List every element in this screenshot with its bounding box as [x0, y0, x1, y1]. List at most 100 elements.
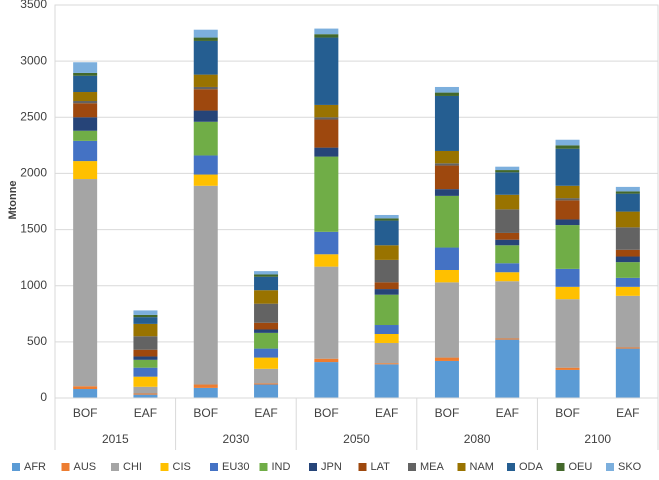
bar-segment	[73, 389, 98, 398]
legend-swatch	[309, 463, 317, 471]
bar-segment	[314, 254, 339, 267]
bar-segment	[254, 274, 279, 277]
bar-segment	[133, 394, 158, 398]
bar-segment	[254, 383, 279, 385]
bar-segment	[434, 165, 459, 190]
bar-segment	[73, 386, 98, 390]
group-label: 2030	[223, 432, 250, 446]
bar-segment	[374, 294, 399, 326]
bar-segment	[434, 189, 459, 196]
bar-segment	[555, 198, 580, 201]
bar-segment	[193, 74, 218, 87]
bar-segment	[314, 34, 339, 38]
bar-segment	[615, 262, 640, 278]
bar-segment	[434, 163, 459, 166]
bar-segment	[495, 209, 520, 233]
bar-segment	[434, 360, 459, 398]
group-label: 2100	[584, 432, 611, 446]
bar-segment	[314, 117, 339, 120]
bar-segment	[374, 218, 399, 221]
bar-segment	[495, 272, 520, 282]
bar-segment	[374, 342, 399, 364]
bar-segment	[615, 277, 640, 287]
bar-segment	[133, 310, 158, 315]
bar-segment	[254, 290, 279, 304]
bar-segment	[495, 170, 520, 173]
bar-segment	[314, 362, 339, 398]
legend-label: CIS	[173, 461, 191, 473]
bar-segment	[314, 119, 339, 148]
bar-segment	[133, 317, 158, 324]
legend-swatch	[358, 463, 367, 471]
bar-segment	[254, 348, 279, 358]
bar-segment	[193, 29, 218, 38]
group-label: 2080	[464, 432, 491, 446]
bar-segment	[374, 333, 399, 343]
legend-label: MEA	[420, 461, 445, 473]
bar-segment	[193, 110, 218, 122]
y-axis-label: Mtonne	[7, 180, 19, 219]
bar-segment	[374, 282, 399, 290]
y-tick-label: 3500	[20, 0, 47, 11]
bar-segment	[374, 245, 399, 260]
bar-segment	[495, 339, 520, 398]
bar-segment	[434, 269, 459, 283]
bar-segment	[133, 367, 158, 377]
bar-segment	[73, 75, 98, 93]
legend-swatch	[457, 463, 466, 471]
x-tick-label: EAF	[375, 406, 398, 420]
bar-segment	[374, 325, 399, 334]
bar-segment	[193, 384, 218, 388]
bar-segment	[193, 155, 218, 175]
bar-segment	[555, 286, 580, 300]
y-tick-label: 2500	[20, 109, 47, 123]
bar-segment	[73, 161, 98, 180]
bar-segment	[615, 347, 640, 349]
bar-segment	[495, 239, 520, 246]
legend-label: JPN	[321, 461, 342, 473]
bar-segment	[254, 357, 279, 369]
legend-label: OEU	[569, 461, 593, 473]
bar-segment	[133, 386, 158, 394]
bar-segment	[73, 179, 98, 387]
x-tick-label: BOF	[555, 406, 580, 420]
y-tick-label: 1000	[20, 278, 47, 292]
bar-segment	[73, 62, 98, 73]
bar-segment	[254, 384, 279, 398]
x-tick-label: BOF	[193, 406, 218, 420]
bar-segment	[615, 193, 640, 212]
bar-segment	[133, 359, 158, 368]
x-tick-label: EAF	[134, 406, 157, 420]
bar-segment	[615, 186, 640, 192]
bar-segment	[615, 191, 640, 194]
bar-segment	[314, 28, 339, 35]
bar-segment	[133, 349, 158, 357]
bar-segment	[615, 286, 640, 296]
bar-segment	[555, 367, 580, 370]
bar-segment	[555, 139, 580, 146]
bar-segment	[193, 89, 218, 111]
bar-segment	[555, 369, 580, 398]
bar-segment	[193, 174, 218, 186]
bar-segment	[314, 231, 339, 255]
bar-segment	[555, 299, 580, 368]
legend-label: IND	[272, 461, 291, 473]
legend-label: SKO	[618, 461, 642, 473]
bar-segment	[73, 140, 98, 162]
legend-label: AFR	[24, 461, 46, 473]
legend-label: NAM	[470, 461, 494, 473]
bar-segment	[314, 37, 339, 105]
bar-segment	[615, 249, 640, 257]
bar-segment	[73, 103, 98, 118]
bar-segment	[374, 289, 399, 295]
bar-segment	[434, 282, 459, 358]
bar-segment	[434, 247, 459, 270]
bar-segment	[193, 121, 218, 156]
y-tick-label: 3000	[20, 53, 47, 67]
bar-segment	[254, 271, 279, 275]
bar-segment	[555, 145, 580, 149]
bar-segment	[133, 393, 158, 395]
bar-segment	[555, 225, 580, 269]
legend-swatch	[606, 463, 614, 471]
